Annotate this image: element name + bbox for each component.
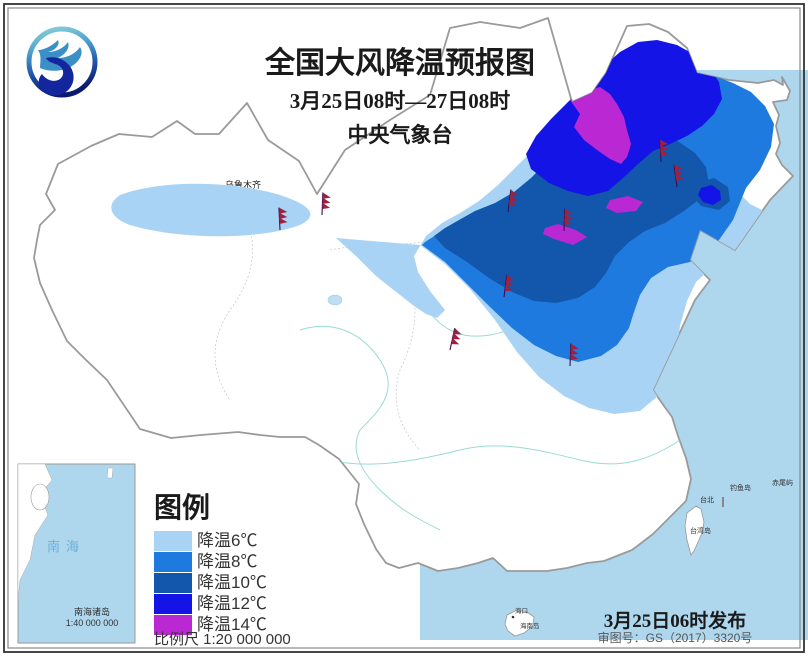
svg-text:南海诸岛: 南海诸岛 [74,606,110,617]
svg-text:钓鱼岛: 钓鱼岛 [730,483,751,492]
svg-text:台湾岛: 台湾岛 [690,526,711,535]
svg-text:降温6℃: 降温6℃ [197,531,257,550]
svg-text:海南岛: 海南岛 [520,621,540,630]
svg-text:降温12℃: 降温12℃ [197,594,267,613]
svg-text:中央气象台: 中央气象台 [348,123,453,147]
svg-text:3月25日06时发布: 3月25日06时发布 [604,609,747,632]
svg-text:审图号：GS（2017）3320号: 审图号：GS（2017）3320号 [598,630,753,645]
svg-text:3月25日08时—27日08时: 3月25日08时—27日08时 [290,89,511,113]
svg-text:南海: 南海 [47,539,85,554]
svg-text:降温10℃: 降温10℃ [197,573,267,592]
svg-text:海口: 海口 [515,606,528,615]
svg-text:图例: 图例 [154,492,210,524]
svg-text:全国大风降温预报图: 全国大风降温预报图 [264,46,535,80]
svg-text:1:40 000 000: 1:40 000 000 [66,618,119,628]
svg-text:台北: 台北 [700,495,714,504]
svg-text:赤尾屿: 赤尾屿 [772,478,793,487]
svg-text:比例尺 1:20 000 000: 比例尺 1:20 000 000 [154,631,291,648]
svg-text:降温8℃: 降温8℃ [197,552,257,571]
